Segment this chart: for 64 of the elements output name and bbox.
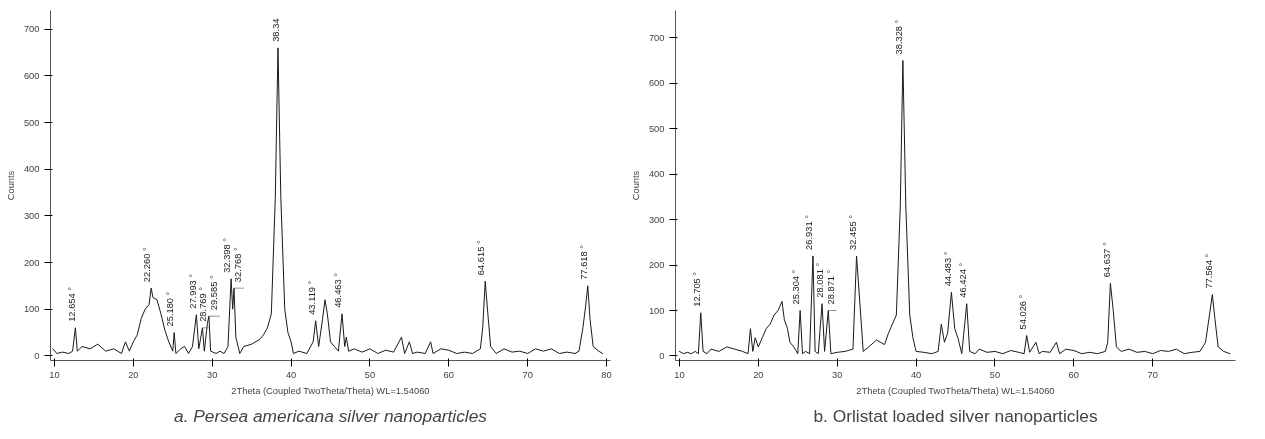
x-tick-label: 50	[989, 369, 1001, 380]
annotation: 25.180 °	[165, 291, 176, 327]
annotation: 28.081 °	[814, 262, 825, 298]
y-tick-label: 600	[23, 70, 40, 81]
y-tick-label: 400	[648, 169, 665, 180]
annotation: 28.871 °	[825, 269, 836, 305]
x-tick-label: 30	[832, 369, 843, 380]
y-tick-label: 100	[648, 305, 665, 316]
annotation: 25.304 °	[791, 269, 802, 305]
y-tick-label: 200	[23, 257, 40, 268]
annotation: 64.637 °	[1101, 242, 1112, 278]
y-tick-label: 700	[648, 32, 665, 43]
text: a. Persea americana silver nanoparticles	[173, 405, 488, 426]
x-tick-label: 60	[1068, 369, 1080, 380]
annotation: 77.564 °	[1203, 253, 1214, 289]
annotation: 32.455 °	[847, 214, 858, 250]
x-tick-label: 20	[128, 369, 139, 380]
x-tick-label: 40	[910, 369, 922, 380]
x-tick-label: 70	[522, 369, 533, 380]
annotation: 27.993 °	[187, 273, 198, 309]
annotation: 46.424 °	[957, 262, 968, 298]
annotation: 38.34	[271, 18, 282, 42]
annotation: 54.026 °	[1017, 294, 1028, 330]
line-series	[52, 47, 604, 354]
text: b. Orlistat loaded silver nanoparticles	[813, 405, 1098, 426]
x-tick-label: 70	[1147, 369, 1158, 380]
y-tick-label: 300	[23, 210, 40, 221]
y-tick-label: 600	[648, 78, 665, 89]
annotation: 12.654 °	[66, 286, 77, 322]
annotation: 32.398 °	[222, 237, 233, 273]
y-tick-label: 0	[34, 350, 40, 361]
x-tick-label: 50	[364, 369, 376, 380]
y-tick-label: 200	[648, 260, 665, 271]
y-axis-title: Counts	[630, 170, 641, 201]
annotation: 12.705 °	[692, 271, 703, 307]
annotation: 22.260 °	[142, 247, 153, 283]
annotation: 46.463 °	[333, 272, 344, 308]
annotation: 38.328 °	[894, 19, 905, 55]
y-tick-label: 500	[648, 123, 665, 134]
x-axis-title: 2Theta (Coupled TwoTheta/Theta) WL=1.54060	[856, 385, 1055, 396]
y-axis-title: Counts	[5, 170, 16, 201]
x-tick-label: 80	[601, 369, 612, 380]
line-series	[678, 60, 1231, 355]
annotation: 32.768 °	[232, 247, 243, 283]
x-tick-label: 30	[207, 369, 218, 380]
x-axis-title: 2Theta (Coupled TwoTheta/Theta) WL=1.54060	[231, 385, 430, 396]
annotation: 77.618 °	[579, 244, 590, 280]
y-tick-label: 700	[23, 24, 40, 35]
y-tick-label: 500	[23, 117, 40, 128]
y-tick-label: 400	[23, 164, 40, 175]
annotation: 64.615 °	[476, 240, 487, 276]
x-tick-label: 20	[753, 369, 764, 380]
annotation: 29.585 °	[208, 275, 219, 311]
annotation: 28.769 °	[198, 286, 209, 322]
annotation: 43.119 °	[306, 280, 317, 315]
x-tick-label: 40	[285, 369, 297, 380]
annotation: 44.483 °	[942, 251, 953, 287]
y-tick-label: 0	[659, 350, 665, 361]
x-tick-label: 10	[49, 369, 60, 380]
y-tick-label: 300	[648, 214, 665, 225]
x-tick-label: 10	[674, 369, 685, 380]
annotation: 26.931 °	[804, 214, 815, 250]
x-tick-label: 60	[443, 369, 455, 380]
y-tick-label: 100	[23, 304, 40, 315]
